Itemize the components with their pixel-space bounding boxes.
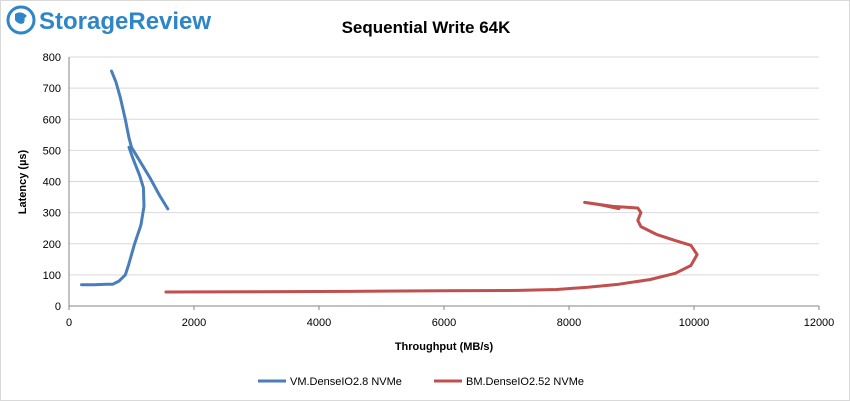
y-tick-400: 400: [43, 177, 61, 189]
y-axis-label: Latency (µs): [17, 149, 29, 214]
storagereview-globe-icon: [6, 5, 36, 35]
y-tick-0: 0: [55, 301, 61, 313]
x-tick-12000: 12000: [804, 317, 835, 329]
series-line-bm-0: [164, 200, 699, 294]
legend-item-bm[interactable]: BM.DenseIO2.52 NVMe: [434, 376, 584, 388]
legend-label-vm: VM.DenseIO2.8 NVMe: [290, 376, 402, 388]
series-line-vm-1: [80, 145, 146, 287]
x-tick-0: 0: [66, 317, 72, 329]
y-tick-700: 700: [43, 83, 61, 95]
x-tick-10000: 10000: [679, 317, 710, 329]
y-tick-600: 600: [43, 114, 61, 126]
x-axis-label: Throughput (MB/s): [395, 341, 494, 353]
legend-item-vm[interactable]: VM.DenseIO2.8 NVMe: [258, 376, 402, 388]
y-tick-labels: 0 100 200 300 400 500 600 700 800: [43, 52, 61, 313]
y-tick-100: 100: [43, 270, 61, 282]
x-tick-2000: 2000: [182, 317, 206, 329]
y-tick-300: 300: [43, 208, 61, 220]
chart-title: Sequential Write 64K: [342, 18, 512, 37]
axes: [68, 57, 820, 310]
y-tick-800: 800: [43, 52, 61, 64]
series-lines: [80, 69, 699, 294]
x-tick-labels: 0 2000 4000 6000 8000 10000 12000: [66, 317, 834, 329]
y-tick-500: 500: [43, 145, 61, 157]
legend-label-bm: BM.DenseIO2.52 NVMe: [466, 376, 584, 388]
logo: StorageReview: [6, 5, 211, 35]
y-tick-200: 200: [43, 239, 61, 251]
x-tick-8000: 8000: [557, 317, 581, 329]
logo-text: StorageReview: [39, 8, 211, 35]
series-line-vm-0: [110, 69, 170, 211]
x-tick-6000: 6000: [432, 317, 456, 329]
legend: VM.DenseIO2.8 NVMe BM.DenseIO2.52 NVMe: [258, 376, 584, 388]
x-tick-4000: 4000: [307, 317, 331, 329]
gridlines: [69, 56, 819, 276]
